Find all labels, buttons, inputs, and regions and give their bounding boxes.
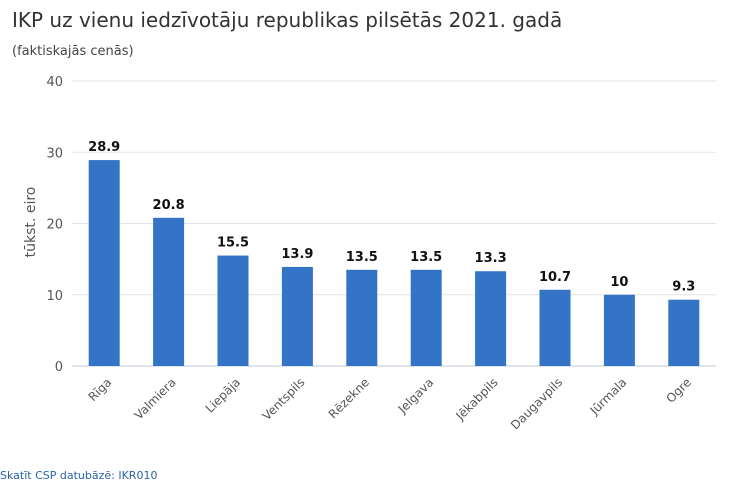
chart-title: IKP uz vienu iedzīvotāju republikas pils… xyxy=(12,8,563,32)
x-axis-labels: Rīga Valmiera Liepāja Ventspils Rēzekne Jelga… xyxy=(86,375,694,432)
data-label: 10 xyxy=(610,275,628,290)
x-tick-label: Jelgava xyxy=(395,375,436,416)
x-tick-label: Ogre xyxy=(663,375,693,405)
x-tick-label: Jēkabpils xyxy=(453,375,501,423)
chart-subtitle: (faktiskajās cenās) xyxy=(12,44,134,59)
source-link[interactable]: Skatīt CSP datubāzē: IKR010 xyxy=(0,469,158,482)
data-label: 20.8 xyxy=(153,198,185,213)
bar[interactable] xyxy=(346,269,378,366)
x-tick-label: Rēzekne xyxy=(326,375,372,421)
bar[interactable] xyxy=(281,266,313,366)
bar[interactable] xyxy=(410,269,442,366)
x-tick-label: Daugavpils xyxy=(508,375,565,432)
y-tick-label: 20 xyxy=(46,218,63,233)
bar[interactable] xyxy=(475,271,507,366)
y-tick-label: 10 xyxy=(46,289,63,304)
data-label: 13.5 xyxy=(410,250,442,265)
data-label: 28.9 xyxy=(88,140,120,155)
y-axis-label: tūkst. eiro xyxy=(23,187,39,258)
bar[interactable] xyxy=(603,294,635,366)
y-tick-label: 40 xyxy=(46,75,63,90)
data-label: 15.5 xyxy=(217,236,249,251)
y-tick-label: 30 xyxy=(46,146,63,161)
x-tick-label: Ventspils xyxy=(260,375,308,423)
data-label: 13.9 xyxy=(281,247,313,262)
x-tick-label: Valmiera xyxy=(132,375,179,422)
data-label: 10.7 xyxy=(539,270,571,285)
bar[interactable] xyxy=(668,299,700,366)
bar[interactable] xyxy=(153,217,185,366)
bar[interactable] xyxy=(88,160,120,366)
data-label: 9.3 xyxy=(672,280,695,295)
y-axis-ticks: 0 10 20 30 40 xyxy=(46,75,63,375)
bar[interactable] xyxy=(217,255,249,366)
bars xyxy=(88,160,700,366)
y-tick-label: 0 xyxy=(55,360,63,375)
x-tick-label: Jūrmala xyxy=(587,375,630,418)
data-label: 13.5 xyxy=(346,250,378,265)
bar[interactable] xyxy=(539,289,571,366)
x-tick-label: Rīga xyxy=(86,375,115,404)
data-labels: 28.9 20.8 15.5 13.9 13.5 13.5 13.3 10.7 10 9.3 xyxy=(88,140,695,295)
x-tick-label: Liepāja xyxy=(203,375,243,415)
data-label: 13.3 xyxy=(475,251,507,266)
